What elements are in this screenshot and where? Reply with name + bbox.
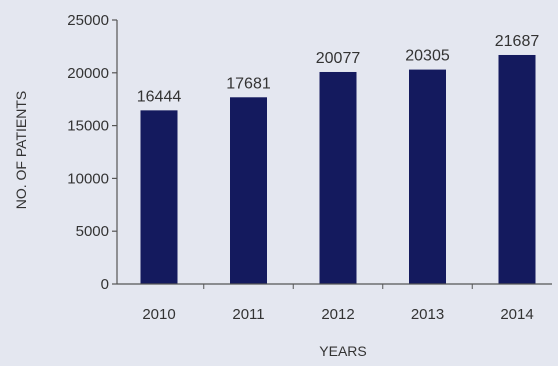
x-tick-label-2011: 2011 xyxy=(232,306,264,323)
y-tick-label: 0 xyxy=(101,276,109,293)
bar-2014 xyxy=(498,54,536,285)
x-axis-ticks: 2010 2011 2012 2013 2014 xyxy=(142,284,534,323)
data-label-2012: 20077 xyxy=(316,50,361,67)
data-label-2013: 20305 xyxy=(405,48,450,65)
data-label-2014: 21687 xyxy=(495,33,540,50)
y-tick-label: 10000 xyxy=(67,170,109,187)
y-tick-label: 20000 xyxy=(67,65,109,82)
x-axis-title: YEARS xyxy=(319,343,366,359)
y-tick-label: 5000 xyxy=(76,223,109,240)
x-tick-label-2014: 2014 xyxy=(500,306,533,323)
y-tick-label: 25000 xyxy=(67,12,109,29)
y-tick-label: 15000 xyxy=(67,118,109,135)
data-label-2010: 16444 xyxy=(137,88,182,105)
bar-2010 xyxy=(140,110,178,285)
x-tick-label-2012: 2012 xyxy=(321,306,354,323)
bars: 16444 17681 20077 20305 21687 xyxy=(137,33,540,285)
x-tick-label-2010: 2010 xyxy=(142,306,175,323)
y-axis-ticks: 0 5000 10000 15000 20000 25000 xyxy=(67,12,117,293)
bar-2011 xyxy=(230,97,267,285)
bar-2013 xyxy=(409,69,446,285)
y-axis-title: NO. OF PATIENTS xyxy=(13,91,29,210)
data-label-2011: 17681 xyxy=(226,75,271,92)
bar-2012 xyxy=(319,71,357,284)
x-tick-label-2013: 2013 xyxy=(411,306,444,323)
